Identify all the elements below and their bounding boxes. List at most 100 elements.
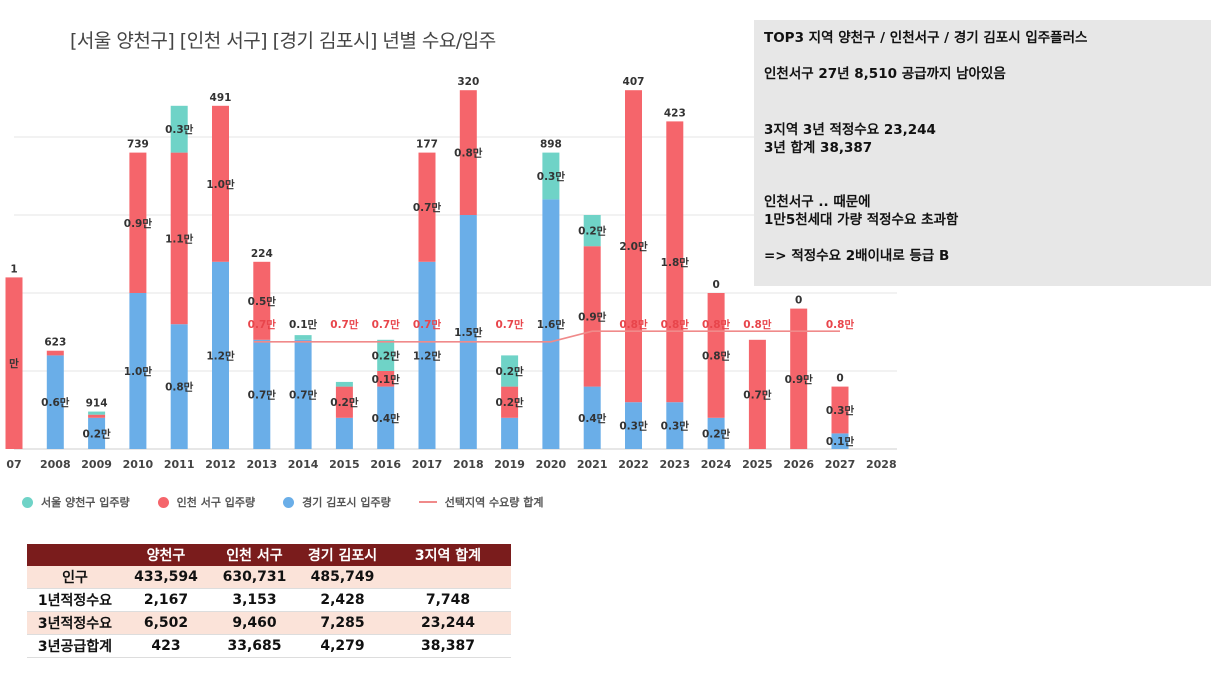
segment-label-gimpo: 0.3만 [619, 420, 648, 433]
legend-label-demand: 선택지역 수요량 합계 [444, 496, 544, 509]
table-row: 1년적정수요 2,167 3,153 2,428 7,748 [27, 588, 511, 612]
legend-item-demand[interactable]: 선택지역 수요량 합계 [418, 494, 544, 510]
table-header-cell: 양천구 [123, 544, 209, 566]
bar-gimpo [88, 417, 106, 449]
demand-label: 0.7만 [330, 318, 359, 331]
segment-label-gimpo: 0.7만 [248, 388, 277, 401]
x-tick-label: 2025 [742, 458, 773, 471]
table-cell: 3,153 [209, 588, 300, 612]
segment-label-incheon: 0.8만 [454, 147, 483, 160]
table-header-cell: 인천 서구 [209, 544, 300, 566]
x-tick-label: 2022 [618, 458, 649, 471]
demand-label: 0.8만 [702, 318, 731, 331]
bar-gimpo [666, 402, 684, 449]
bar-incheon [831, 386, 849, 434]
x-tick-label: 2021 [577, 458, 608, 471]
x-tick-label: 2019 [494, 458, 525, 471]
table-cell: 2,428 [300, 588, 385, 612]
bar-incheon [418, 152, 436, 262]
legend-item-gimpo[interactable]: 경기 김포시 입주량 [283, 494, 391, 510]
x-tick-label: 2013 [246, 458, 277, 471]
note-line-5: 인천서구 .. 때문에 [764, 194, 871, 210]
top-label: 898 [540, 139, 562, 151]
bar-incheon [625, 90, 642, 403]
legend-swatch-gimpo [283, 496, 295, 508]
segment-label-incheon: 1.1만 [165, 232, 194, 245]
table-cell: 인구 [27, 566, 123, 589]
summary-table: 양천구 인천 서구 경기 김포시 3지역 합계 인구 433,594 630,7… [27, 544, 511, 658]
x-tick-label: 2014 [288, 458, 319, 471]
legend-item-incheon[interactable]: 인천 서구 입주량 [157, 494, 255, 510]
table-cell: 33,685 [209, 634, 300, 658]
table-header-row: 양천구 인천 서구 경기 김포시 3지역 합계 [27, 544, 511, 566]
x-tick-label: 2009 [81, 458, 112, 471]
bar-gimpo [501, 417, 519, 449]
top-label: 177 [416, 139, 438, 151]
legend-label-gimpo: 경기 김포시 입주량 [302, 496, 391, 509]
x-tick-label: 2008 [40, 458, 71, 471]
x-tick-label: 2026 [783, 458, 814, 471]
x-tick-label: 2028 [866, 458, 897, 471]
bar-incheon [583, 246, 601, 387]
table-cell: 6,502 [123, 611, 209, 635]
bar-incheon [5, 277, 23, 449]
top-label: 0 [712, 279, 719, 291]
segment-label-gimpo: 1.6만 [537, 318, 566, 331]
table-cell: 3년적정수요 [27, 611, 123, 635]
legend-swatch-seoul [22, 496, 33, 508]
segment-label-seoul: 0.2만 [372, 349, 401, 362]
bar-gimpo [625, 402, 642, 449]
legend: 서울 양천구 입주량 인천 서구 입주량 경기 김포시 입주량 선택지역 수요량… [22, 492, 572, 512]
table-row: 인구 433,594 630,731 485,749 [27, 566, 511, 589]
segment-label-incheon: 1.8만 [661, 256, 690, 269]
bar-incheon [170, 152, 188, 325]
segment-label-incheon: 0.5만 [248, 295, 277, 308]
demand-label: 0.1만 [289, 318, 318, 331]
bar-incheon [501, 386, 519, 418]
segment-label-incheon: 0.3만 [826, 404, 855, 417]
chart-title: [서울 양천구] [인천 서구] [경기 김포시] 년별 수요/입주 [70, 30, 496, 52]
top-label: 1 [10, 263, 17, 275]
table-cell: 7,285 [300, 611, 385, 635]
top-label: 0 [795, 295, 802, 307]
bar-gimpo [212, 261, 229, 449]
x-tick-label: 2010 [123, 458, 154, 471]
table-row: 3년적정수요 6,502 9,460 7,285 23,244 [27, 611, 511, 635]
bar-incheon [377, 371, 395, 387]
bar-incheon [253, 261, 271, 340]
table-header-cell [27, 544, 123, 566]
top-label: 739 [127, 139, 149, 151]
legend-swatch-demand [418, 501, 437, 503]
table-cell: 7,748 [385, 588, 511, 612]
bar-gimpo [707, 417, 725, 449]
bar-gimpo [253, 339, 271, 449]
legend-swatch-incheon [157, 496, 169, 508]
bar-incheon [129, 152, 147, 293]
note-line-1: TOP3 지역 양천구 / 인천서구 / 경기 김포시 입주플러스 [764, 30, 1088, 46]
demand-label: 0.7만 [372, 318, 401, 331]
chart-svg: 만 1 07 0.6만 623 2008 0.2만 914 2009 1.0만 0.9만 739 201… [5, 76, 897, 471]
bar-seoul [542, 152, 560, 200]
table-cell: 485,749 [300, 566, 385, 589]
segment-label-gimpo: 0.2만 [82, 427, 111, 440]
table-header-cell: 경기 김포시 [300, 544, 385, 566]
segment-label-incheon: 0.9만 [578, 310, 607, 323]
segment-label-gimpo: 0.6만 [41, 396, 70, 409]
demand-line [253, 330, 840, 343]
segment-label-incheon: 0.7만 [413, 201, 442, 214]
bar-seoul [335, 381, 353, 387]
segment-label-incheon: 0.8만 [702, 349, 731, 362]
segment-label-gimpo: 0.8만 [165, 381, 194, 394]
bar-seoul [583, 215, 601, 247]
note-line-4: 3년 합계 38,387 [764, 140, 873, 156]
demand-label: 0.8만 [619, 318, 648, 331]
segment-label-gimpo: 1.0만 [124, 365, 153, 378]
legend-item-seoul[interactable]: 서울 양천구 입주량 [22, 494, 130, 510]
note-line-7: => 적정수요 2배이내로 등급 B [764, 248, 950, 264]
bar-incheon [46, 350, 64, 356]
segment-label-gimpo: 0.7만 [289, 388, 318, 401]
table-cell: 38,387 [385, 634, 511, 658]
bar-gimpo [129, 293, 147, 449]
top-label: 407 [623, 76, 645, 88]
segment-label-incheon: 만 [9, 357, 19, 370]
